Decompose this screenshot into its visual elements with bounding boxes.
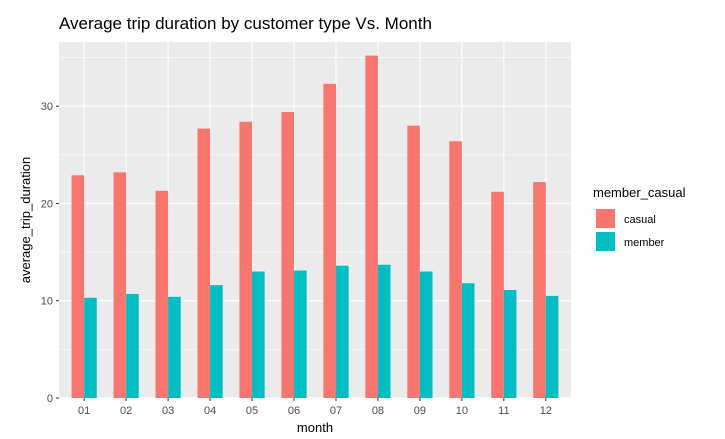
legend-label-casual: casual	[624, 214, 656, 226]
bar-member-11	[503, 290, 517, 398]
bar-member-08	[377, 264, 391, 398]
chart-title: Average trip duration by customer type V…	[59, 14, 432, 33]
legend: member_casual casual member	[593, 185, 686, 251]
bar-casual-08	[365, 55, 378, 398]
bar-member-03	[168, 296, 181, 398]
legend-title: member_casual	[593, 185, 686, 200]
x-tick-label: 02	[120, 405, 132, 417]
x-tick-label: 11	[498, 405, 509, 417]
x-tick-label: 05	[246, 405, 258, 417]
bar-member-01	[84, 297, 97, 398]
bar-member-04	[210, 285, 223, 398]
bar-member-12	[545, 295, 559, 398]
x-tick-label: 06	[288, 405, 300, 417]
y-axis-title: average_trip_duration	[18, 157, 33, 283]
bar-casual-02	[113, 172, 127, 398]
x-tick-label: 04	[204, 405, 216, 417]
x-axis-title: month	[297, 420, 333, 435]
x-tick-label: 12	[540, 405, 552, 417]
y-tick-label: 20	[41, 198, 53, 210]
bar-casual-06	[281, 112, 295, 399]
bar-member-06	[294, 270, 307, 398]
legend-key-casual	[596, 209, 615, 228]
bars	[71, 55, 559, 399]
bar-member-07	[335, 265, 349, 398]
y-axis: 0 10 20 30	[41, 101, 59, 405]
legend-key-member	[596, 232, 615, 251]
bar-casual-12	[533, 182, 546, 398]
bar-casual-11	[491, 191, 504, 398]
bar-casual-07	[323, 83, 336, 398]
x-tick-label: 09	[414, 405, 426, 417]
bar-casual-09	[407, 125, 420, 399]
bar-member-05	[252, 271, 265, 398]
y-tick-label: 30	[41, 101, 53, 113]
bar-casual-03	[155, 190, 169, 398]
grid-minor	[59, 57, 571, 350]
bar-casual-01	[71, 175, 85, 398]
bar-casual-04	[197, 128, 211, 399]
bar-member-02	[126, 293, 139, 398]
legend-label-member: member	[624, 237, 665, 249]
bar-casual-05	[239, 121, 253, 399]
bar-casual-10	[449, 141, 462, 398]
bar-member-09	[419, 271, 433, 398]
x-axis: 01 02 03 04 05 06 07 08 09 10 11 12	[78, 398, 552, 417]
y-tick-label: 10	[41, 296, 53, 308]
x-tick-label: 07	[330, 405, 342, 417]
bar-member-10	[461, 283, 475, 398]
x-tick-label: 03	[162, 405, 174, 417]
x-tick-label: 01	[78, 405, 90, 417]
plot-panel	[59, 42, 571, 398]
x-tick-label: 10	[456, 405, 468, 417]
x-tick-label: 08	[372, 405, 384, 417]
y-tick-label: 0	[47, 393, 53, 405]
